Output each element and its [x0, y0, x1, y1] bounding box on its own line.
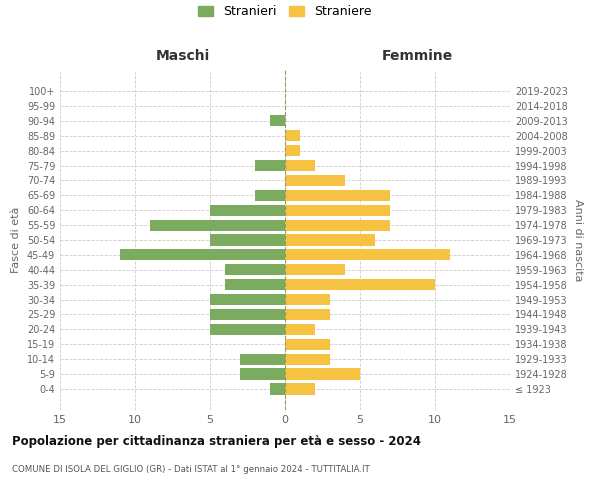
- Bar: [285, 354, 330, 365]
- Bar: [285, 145, 300, 156]
- Bar: [240, 354, 285, 365]
- Bar: [285, 204, 390, 216]
- Bar: [150, 220, 285, 230]
- Bar: [225, 279, 285, 290]
- Bar: [285, 294, 330, 305]
- Bar: [210, 324, 285, 335]
- Text: Popolazione per cittadinanza straniera per età e sesso - 2024: Popolazione per cittadinanza straniera p…: [12, 435, 421, 448]
- Bar: [240, 368, 285, 380]
- Legend: Stranieri, Straniere: Stranieri, Straniere: [194, 2, 376, 22]
- Bar: [285, 175, 345, 186]
- Bar: [270, 115, 285, 126]
- Bar: [210, 294, 285, 305]
- Bar: [285, 279, 435, 290]
- Bar: [210, 234, 285, 246]
- Bar: [255, 190, 285, 201]
- Bar: [210, 309, 285, 320]
- Text: Maschi: Maschi: [156, 48, 210, 62]
- Bar: [285, 250, 450, 260]
- Y-axis label: Anni di nascita: Anni di nascita: [573, 198, 583, 281]
- Y-axis label: Fasce di età: Fasce di età: [11, 207, 21, 273]
- Bar: [270, 384, 285, 394]
- Bar: [285, 338, 330, 350]
- Bar: [210, 204, 285, 216]
- Bar: [255, 160, 285, 171]
- Bar: [285, 130, 300, 141]
- Bar: [285, 234, 375, 246]
- Bar: [285, 264, 345, 276]
- Bar: [285, 309, 330, 320]
- Bar: [285, 190, 390, 201]
- Bar: [285, 324, 315, 335]
- Bar: [225, 264, 285, 276]
- Bar: [285, 368, 360, 380]
- Bar: [285, 160, 315, 171]
- Text: Femmine: Femmine: [382, 48, 452, 62]
- Text: COMUNE DI ISOLA DEL GIGLIO (GR) - Dati ISTAT al 1° gennaio 2024 - TUTTITALIA.IT: COMUNE DI ISOLA DEL GIGLIO (GR) - Dati I…: [12, 465, 370, 474]
- Bar: [285, 220, 390, 230]
- Bar: [285, 384, 315, 394]
- Bar: [120, 250, 285, 260]
